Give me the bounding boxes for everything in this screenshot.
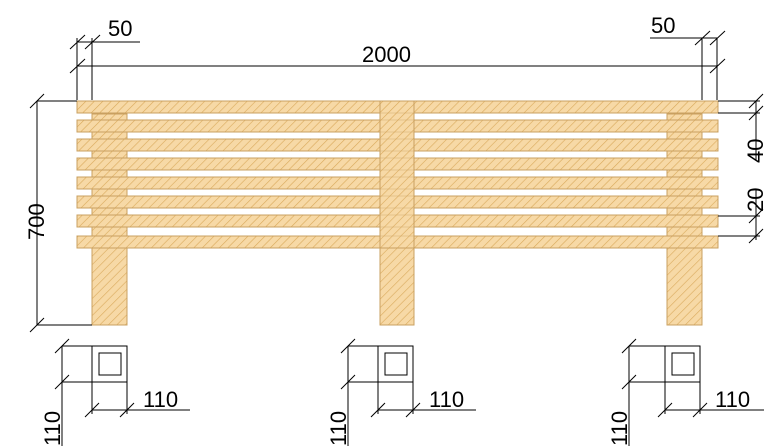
dimension-height — [29, 93, 92, 333]
dim-total-length-label: 2000 — [362, 42, 411, 67]
post-right-depth-label: 110 — [607, 411, 632, 446]
post-section-outer — [91, 345, 128, 383]
post-section-inner — [98, 352, 122, 376]
dim-height-label: 700 — [24, 203, 49, 240]
dimension-top — [69, 30, 726, 100]
post-center-front — [379, 100, 415, 249]
dim-top-right-label: 50 — [651, 13, 675, 38]
post-section-left — [54, 338, 190, 446]
dim-top-left-label: 50 — [108, 16, 132, 41]
post-section-outer — [664, 345, 701, 383]
post-center-depth-label: 110 — [326, 411, 351, 446]
post-left-depth-label: 110 — [40, 411, 65, 446]
post-section-center — [340, 338, 476, 446]
dim-slat-gap-label: 20 — [743, 188, 766, 212]
dimension-right — [718, 93, 764, 244]
slats — [76, 100, 719, 249]
post-section-outer — [377, 345, 414, 383]
post-left-width-label: 110 — [143, 387, 178, 412]
post-right-width-label: 110 — [715, 387, 750, 412]
post-section-inner — [671, 352, 695, 376]
dim-slat-height-label: 40 — [743, 139, 766, 163]
post-section-inner — [384, 352, 408, 376]
post-center-width-label: 110 — [429, 387, 464, 412]
post-section-right — [621, 338, 764, 446]
